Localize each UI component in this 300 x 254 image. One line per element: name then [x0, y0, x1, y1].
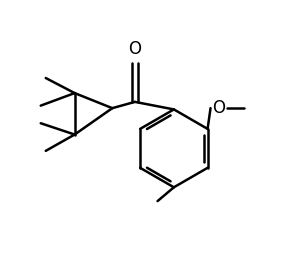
Text: O: O [213, 99, 226, 117]
Text: O: O [128, 40, 141, 58]
